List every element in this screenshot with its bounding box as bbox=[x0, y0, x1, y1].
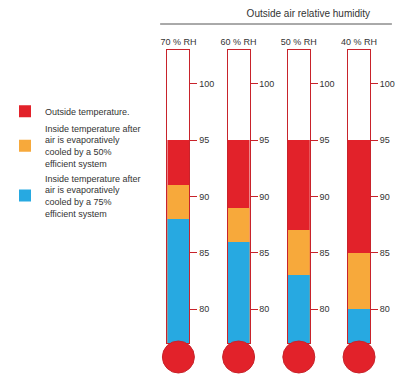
svg-text:Outside temperature.: Outside temperature. bbox=[45, 107, 130, 117]
svg-text:50 % RH: 50 % RH bbox=[281, 37, 317, 47]
svg-text:90: 90 bbox=[199, 192, 209, 202]
svg-text:80: 80 bbox=[380, 304, 390, 314]
svg-text:95: 95 bbox=[320, 135, 330, 145]
svg-text:Inside temperature afterair is: Inside temperature afterair is evaporati… bbox=[45, 124, 141, 169]
svg-text:95: 95 bbox=[380, 135, 390, 145]
svg-text:100: 100 bbox=[199, 79, 214, 89]
svg-text:100: 100 bbox=[380, 79, 395, 89]
svg-text:Outside air relative humidity: Outside air relative humidity bbox=[247, 8, 370, 19]
svg-text:70 % RH: 70 % RH bbox=[160, 37, 196, 47]
svg-text:100: 100 bbox=[259, 79, 274, 89]
svg-text:90: 90 bbox=[259, 192, 269, 202]
svg-text:90: 90 bbox=[380, 192, 390, 202]
svg-text:Inside temperature afterair is: Inside temperature afterair is evaporati… bbox=[45, 174, 141, 219]
svg-text:80: 80 bbox=[259, 304, 269, 314]
svg-text:80: 80 bbox=[320, 304, 330, 314]
svg-text:85: 85 bbox=[320, 248, 330, 258]
svg-text:80: 80 bbox=[199, 304, 209, 314]
svg-text:95: 95 bbox=[199, 135, 209, 145]
svg-text:85: 85 bbox=[199, 248, 209, 258]
svg-text:95: 95 bbox=[259, 135, 269, 145]
svg-text:90: 90 bbox=[320, 192, 330, 202]
svg-text:100: 100 bbox=[320, 79, 335, 89]
svg-text:40 % RH: 40 % RH bbox=[341, 37, 377, 47]
svg-text:85: 85 bbox=[259, 248, 269, 258]
svg-text:85: 85 bbox=[380, 248, 390, 258]
svg-text:60 % RH: 60 % RH bbox=[221, 37, 257, 47]
